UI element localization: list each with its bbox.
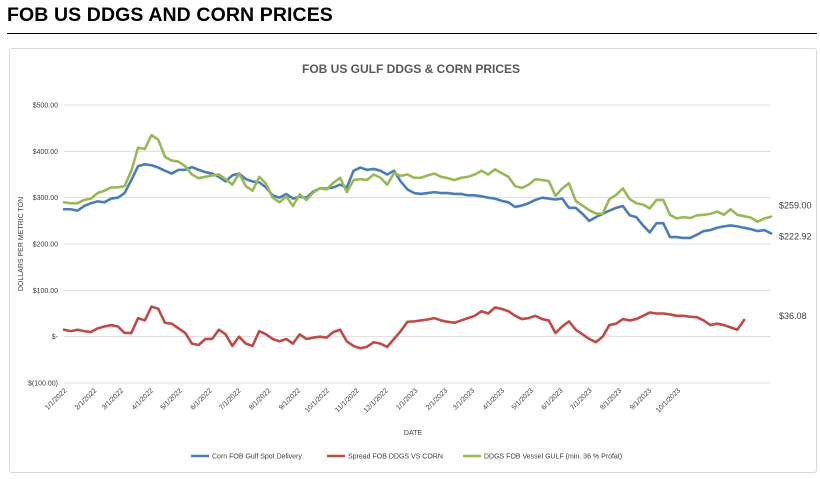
y-tick-label: $100.00 xyxy=(33,288,58,295)
end-value-labels: $222.92 $36.08 $259.00 xyxy=(779,201,812,321)
y-tick-label: $200.00 xyxy=(33,242,58,249)
end-label-corn: $222.92 xyxy=(779,231,812,241)
x-tick-label: 9/1/2023 xyxy=(629,387,653,411)
y-tick-label: $- xyxy=(52,334,59,341)
x-tick-label: 9/1/2022 xyxy=(278,387,302,411)
x-tick-label: 5/1/2023 xyxy=(511,387,535,411)
y-tick-label: $500.00 xyxy=(33,103,58,110)
y-tick-label: $(100.00) xyxy=(28,381,58,388)
page-heading: FOB US DDGS AND CORN PRICES xyxy=(7,4,333,26)
chart-frame: FOB US GULF DDGS & CORN PRICES $500.00 $4… xyxy=(9,48,817,473)
legend-label-ddgs: DDGS FOB Vessel GULF (min. 36 % Profat) xyxy=(484,454,622,461)
end-label-ddgs: $259.00 xyxy=(779,201,812,211)
x-axis-ticks: 1/1/2022 2/1/2022 3/1/2022 4/1/2022 5/1/2022… xyxy=(44,387,682,414)
x-tick-label: 5/1/2022 xyxy=(160,387,184,411)
x-tick-label: 8/1/2022 xyxy=(248,387,272,411)
x-tick-label: 2/1/2023 xyxy=(425,387,449,411)
x-tick-label: 4/1/2022 xyxy=(131,387,155,411)
series-line-spread xyxy=(62,305,746,350)
x-tick-label: 10/1/2023 xyxy=(655,387,682,414)
x-tick-label: 6/1/2023 xyxy=(541,387,565,411)
heading-rule xyxy=(7,33,817,34)
series-lines xyxy=(62,133,773,350)
x-tick-label: 7/1/2022 xyxy=(218,387,242,411)
x-tick-label: 1/1/2022 xyxy=(44,387,68,411)
x-tick-label: 6/1/2022 xyxy=(189,387,213,411)
x-tick-label: 3/1/2023 xyxy=(452,387,476,411)
x-tick-label: 2/1/2022 xyxy=(74,387,98,411)
x-tick-label: 12/1/2022 xyxy=(363,387,390,414)
legend-label-spread: Spread FOB DDGS VS CORN xyxy=(348,454,443,461)
x-tick-label: 11/1/2022 xyxy=(334,387,361,414)
y-tick-label: $300.00 xyxy=(33,195,58,202)
chart-title: FOB US GULF DDGS & CORN PRICES xyxy=(302,62,520,76)
legend-label-corn: Corn FOB Gulf Spot Delivery xyxy=(212,454,302,461)
x-tick-label: 8/1/2023 xyxy=(599,387,623,411)
x-tick-label: 10/1/2022 xyxy=(304,387,331,414)
series-line-ddgs xyxy=(62,133,773,224)
x-axis-title: DATE xyxy=(404,430,422,437)
x-tick-label: 3/1/2022 xyxy=(101,387,125,411)
series-line-corn xyxy=(62,163,773,240)
x-tick-label: 7/1/2023 xyxy=(569,387,593,411)
x-tick-label: 1/1/2023 xyxy=(395,387,419,411)
y-axis-title: DOLLARS PER METRIC TON xyxy=(18,197,25,291)
y-axis-ticks: $500.00 $400.00 $300.00 $200.00 $100.00 $- $(1… xyxy=(28,103,59,388)
end-label-spread: $36.08 xyxy=(779,311,807,321)
x-tick-label: 4/1/2023 xyxy=(482,387,506,411)
grid-lines xyxy=(64,104,771,384)
y-tick-label: $400.00 xyxy=(33,149,58,156)
price-chart: FOB US GULF DDGS & CORN PRICES $500.00 $4… xyxy=(18,62,812,461)
legend: Corn FOB Gulf Spot Delivery Spread FOB DD… xyxy=(191,454,622,461)
